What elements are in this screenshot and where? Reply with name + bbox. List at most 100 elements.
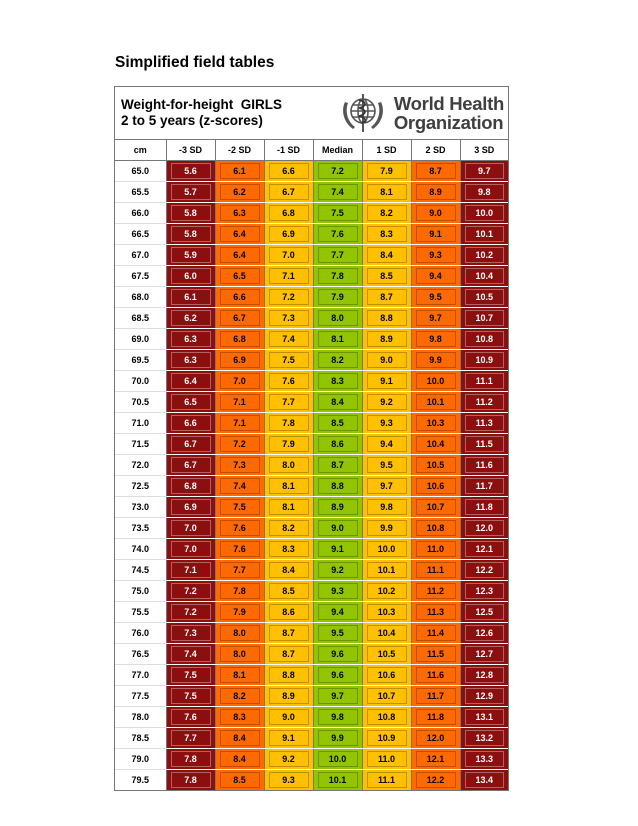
weight-cell: 13.1 [460,706,508,728]
weight-cell: 9.1 [313,538,363,560]
weight-cell: 12.2 [460,559,508,581]
weight-cell: 7.5 [166,664,216,686]
weight-value: 10.5 [366,646,407,662]
table-row: 66.5 5.8 6.4 6.9 7.6 8.3 9.1 10.1 [115,223,508,245]
weight-cell: 9.9 [313,727,363,749]
weight-value: 11.8 [415,709,456,725]
weight-cell: 7.2 [166,580,216,602]
weight-value: 10.1 [464,226,504,242]
weight-value: 11.0 [366,751,407,767]
weight-value: 8.5 [219,772,260,788]
weight-value: 11.1 [415,562,456,578]
weight-cell: 11.0 [411,538,461,560]
weight-value: 6.5 [219,268,260,284]
weight-value: 5.8 [170,205,211,221]
weight-value: 8.7 [268,625,309,641]
weight-value: 9.0 [415,205,456,221]
weight-value: 10.8 [464,331,504,347]
weight-cell: 8.4 [215,727,265,749]
weight-cell: 10.1 [411,391,461,413]
weight-cell: 7.9 [215,601,265,623]
weight-cell: 6.6 [166,412,216,434]
weight-cell: 7.5 [264,349,314,371]
weight-value: 6.8 [170,478,211,494]
weight-value: 7.5 [219,499,260,515]
height-cm-cell: 72.0 [115,454,167,476]
column-header: 1 SD [362,140,412,161]
weight-value: 7.7 [219,562,260,578]
table-row: 67.5 6.0 6.5 7.1 7.8 8.5 9.4 10.4 [115,265,508,287]
weight-value: 10.1 [366,562,407,578]
table-row: 78.0 7.6 8.3 9.0 9.8 10.8 11.8 13.1 [115,706,508,728]
weight-cell: 6.0 [166,265,216,287]
weight-cell: 10.8 [460,328,508,350]
weight-cell: 10.7 [460,307,508,329]
weight-value: 8.4 [317,394,358,410]
weight-value: 8.9 [366,331,407,347]
table-row: 70.5 6.5 7.1 7.7 8.4 9.2 10.1 11.2 [115,391,508,413]
table-row: 73.0 6.9 7.5 8.1 8.9 9.8 10.7 11.8 [115,496,508,518]
table-body: 65.0 5.6 6.1 6.6 7.2 7.9 8.7 9.7 65.5 5.7 6.2 6.7 7.… [115,160,508,790]
weight-cell: 13.3 [460,748,508,770]
weight-value: 8.0 [219,646,260,662]
weight-cell: 8.0 [264,454,314,476]
table-row: 77.5 7.5 8.2 8.9 9.7 10.7 11.7 12.9 [115,685,508,707]
height-cm-cell: 65.5 [115,181,167,203]
weight-cell: 8.0 [215,622,265,644]
weight-value: 11.3 [464,415,504,431]
height-cm-cell: 79.0 [115,748,167,770]
weight-cell: 7.0 [166,517,216,539]
weight-value: 8.5 [366,268,407,284]
weight-cell: 12.1 [411,748,461,770]
table-row: 65.5 5.7 6.2 6.7 7.4 8.1 8.9 9.8 [115,181,508,203]
table-row: 75.0 7.2 7.8 8.5 9.3 10.2 11.2 12.3 [115,580,508,602]
weight-value: 8.8 [268,667,309,683]
weight-value: 7.7 [170,730,211,746]
weight-value: 9.1 [268,730,309,746]
weight-value: 7.7 [268,394,309,410]
weight-value: 9.8 [415,331,456,347]
weight-value: 11.2 [415,583,456,599]
weight-cell: 10.4 [460,265,508,287]
table-row: 68.0 6.1 6.6 7.2 7.9 8.7 9.5 10.5 [115,286,508,308]
weight-cell: 13.4 [460,769,508,790]
weight-value: 6.0 [170,268,211,284]
weight-value: 13.3 [464,751,504,767]
weight-cell: 9.0 [411,202,461,224]
weight-value: 7.8 [170,751,211,767]
weight-cell: 7.1 [264,265,314,287]
who-emblem-icon [342,94,383,132]
weight-cell: 10.0 [460,202,508,224]
weight-value: 8.1 [366,184,407,200]
weight-cell: 7.8 [166,769,216,790]
weight-cell: 6.8 [166,475,216,497]
table-row: 72.5 6.8 7.4 8.1 8.8 9.7 10.6 11.7 [115,475,508,497]
weight-value: 11.5 [464,436,504,452]
column-header: -1 SD [264,140,314,161]
weight-cell: 9.8 [411,328,461,350]
weight-cell: 11.5 [460,433,508,455]
weight-cell: 8.1 [215,664,265,686]
height-cm-cell: 76.0 [115,622,167,644]
weight-cell: 7.4 [166,643,216,665]
weight-cell: 8.4 [264,559,314,581]
weight-value: 9.3 [415,247,456,263]
weight-value: 9.7 [317,688,358,704]
weight-value: 6.3 [219,205,260,221]
weight-cell: 8.1 [313,328,363,350]
weight-cell: 9.0 [362,349,412,371]
weight-value: 7.2 [317,163,358,179]
weight-value: 7.6 [268,373,309,389]
weight-cell: 7.6 [215,517,265,539]
height-cm-cell: 69.5 [115,349,167,371]
weight-value: 10.4 [415,436,456,452]
weight-cell: 9.6 [313,643,363,665]
weight-value: 9.1 [415,226,456,242]
weight-value: 10.4 [464,268,504,284]
weight-cell: 11.1 [460,370,508,392]
height-cm-cell: 74.5 [115,559,167,581]
weight-value: 12.2 [464,562,504,578]
weight-cell: 10.9 [362,727,412,749]
height-cm-cell: 75.0 [115,580,167,602]
weight-value: 10.5 [415,457,456,473]
